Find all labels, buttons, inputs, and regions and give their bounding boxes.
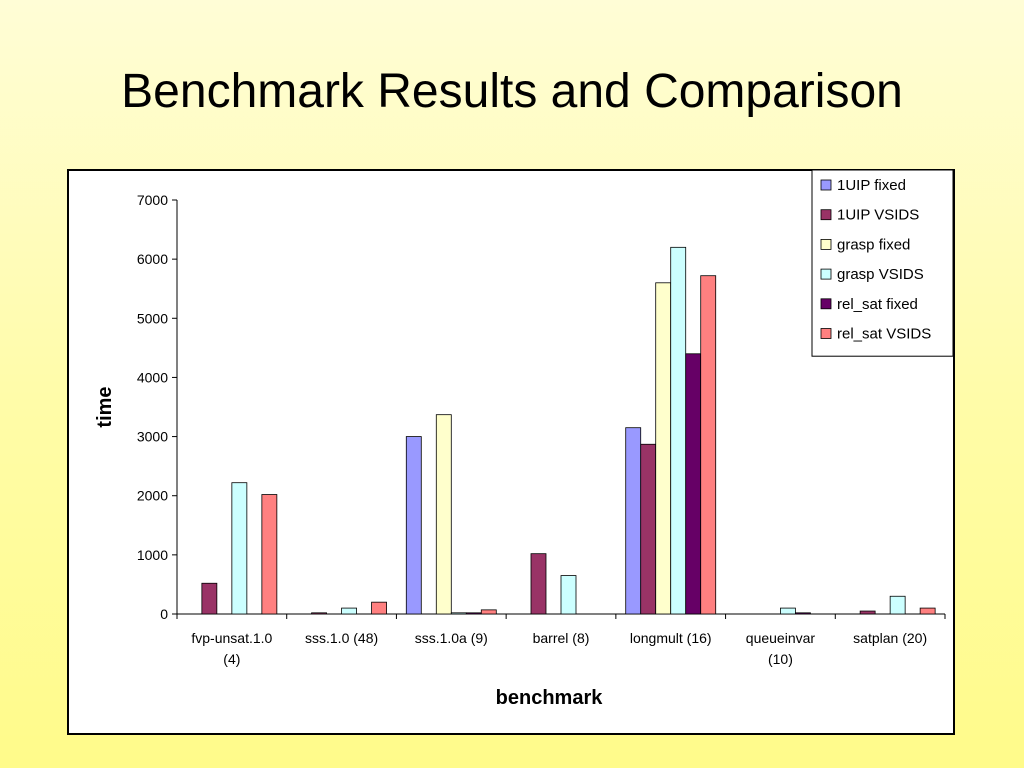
x-tick-label: longmult (16)	[630, 630, 712, 646]
bar	[795, 612, 811, 615]
bar	[231, 482, 248, 615]
bar	[201, 582, 218, 615]
bar	[889, 595, 906, 615]
bar	[435, 414, 452, 615]
bar	[261, 494, 278, 615]
bar	[859, 610, 876, 615]
bar	[405, 436, 422, 615]
x-tick-label: sss.1.0a (9)	[415, 630, 488, 646]
legend-box	[811, 169, 954, 357]
legend-swatch	[820, 298, 832, 310]
legend-swatch	[820, 179, 832, 191]
bar	[530, 553, 547, 615]
bar	[780, 607, 796, 615]
bar	[655, 282, 672, 615]
bar	[341, 607, 357, 615]
x-tick-label: sss.1.0 (48)	[305, 630, 378, 646]
bar	[700, 275, 717, 615]
legend-label: rel_sat VSIDS	[837, 326, 931, 343]
chart-frame	[67, 169, 955, 735]
x-tick-label: fvp-unsat.1.0	[191, 630, 272, 646]
y-tick-label: 5000	[137, 310, 168, 326]
x-tick-label: (4)	[223, 651, 240, 667]
legend-label: 1UIP fixed	[837, 177, 906, 194]
slide-title: Benchmark Results and Comparison	[121, 65, 903, 118]
y-axis-title: time	[94, 386, 116, 427]
y-tick-label: 6000	[137, 251, 168, 267]
y-tick-label: 4000	[137, 369, 168, 385]
y-tick-label: 0	[160, 606, 168, 622]
y-tick-label: 2000	[137, 488, 168, 504]
x-tick-label: barrel (8)	[533, 630, 590, 646]
legend-label: 1UIP VSIDS	[837, 207, 919, 224]
bar	[480, 609, 497, 615]
x-tick-label: satplan (20)	[853, 630, 927, 646]
x-axis-title: benchmark	[496, 687, 604, 709]
bar	[640, 443, 657, 615]
benchmark-bar-chart: time benchmark 0 1000 2000 3000 4000 5000 6000…	[94, 169, 954, 709]
x-tick-label: queueinvar	[746, 630, 816, 646]
bar	[465, 612, 482, 615]
bar	[560, 575, 577, 615]
x-tick-label: (10)	[768, 651, 793, 667]
bar	[450, 612, 467, 615]
legend-swatch	[820, 239, 832, 250]
bar	[670, 246, 687, 615]
legend-label: grasp VSIDS	[837, 266, 924, 283]
y-tick-label: 1000	[137, 547, 168, 563]
legend-label: grasp fixed	[837, 236, 910, 253]
bar	[625, 427, 642, 615]
bar	[311, 612, 327, 615]
bar	[371, 601, 387, 615]
bar	[919, 607, 936, 615]
legend-label: rel_sat fixed	[837, 296, 918, 313]
legend-swatch	[820, 209, 832, 221]
y-tick-label: 7000	[137, 192, 168, 208]
bar	[685, 353, 702, 615]
y-tick-label: 3000	[137, 429, 168, 445]
legend-swatch	[820, 328, 832, 339]
legend-swatch	[820, 268, 832, 280]
